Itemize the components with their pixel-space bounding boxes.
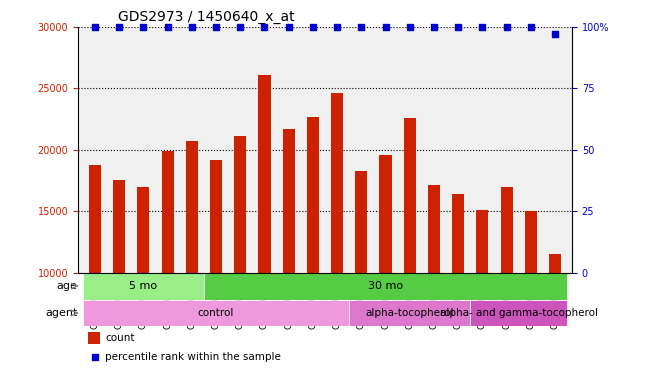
Bar <box>283 129 294 273</box>
FancyBboxPatch shape <box>204 273 567 300</box>
Text: 5 mo: 5 mo <box>129 281 157 291</box>
Point <box>356 24 367 30</box>
Bar <box>452 194 464 273</box>
Text: count: count <box>105 333 135 343</box>
FancyBboxPatch shape <box>83 273 204 300</box>
FancyBboxPatch shape <box>349 300 471 326</box>
Point <box>501 24 512 30</box>
Bar <box>162 151 174 273</box>
Bar <box>404 118 416 273</box>
Bar <box>89 164 101 273</box>
Bar <box>525 211 537 273</box>
Text: 30 mo: 30 mo <box>368 281 403 291</box>
Text: GDS2973 / 1450640_x_at: GDS2973 / 1450640_x_at <box>118 10 294 25</box>
Point <box>90 24 100 30</box>
Text: alpha- and gamma-tocopherol: alpha- and gamma-tocopherol <box>440 308 598 318</box>
Point <box>380 24 391 30</box>
Bar <box>259 75 270 273</box>
Point <box>90 354 101 360</box>
Text: agent: agent <box>45 308 77 318</box>
Point <box>138 24 149 30</box>
Bar <box>476 210 488 273</box>
Bar <box>234 136 246 273</box>
Bar <box>137 187 150 273</box>
Point <box>429 24 439 30</box>
Point <box>211 24 221 30</box>
Bar <box>113 180 125 273</box>
Bar <box>88 332 100 344</box>
Point <box>235 24 246 30</box>
Text: percentile rank within the sample: percentile rank within the sample <box>105 352 281 362</box>
Bar <box>500 187 513 273</box>
Bar <box>331 93 343 273</box>
Point <box>453 24 463 30</box>
Bar <box>549 254 561 273</box>
Text: alpha-tocopherol: alpha-tocopherol <box>365 308 454 318</box>
Point <box>259 24 270 30</box>
Point <box>162 24 173 30</box>
Bar <box>210 160 222 273</box>
Point <box>404 24 415 30</box>
Point <box>550 31 560 37</box>
FancyBboxPatch shape <box>471 300 567 326</box>
Point <box>526 24 536 30</box>
Point <box>477 24 488 30</box>
FancyBboxPatch shape <box>83 300 349 326</box>
Point <box>114 24 124 30</box>
Bar <box>186 141 198 273</box>
Point <box>332 24 343 30</box>
Point <box>187 24 197 30</box>
Bar <box>428 185 440 273</box>
Text: age: age <box>57 281 77 291</box>
Bar <box>380 155 391 273</box>
Bar <box>356 170 367 273</box>
Bar <box>307 117 319 273</box>
Text: control: control <box>198 308 234 318</box>
Point <box>307 24 318 30</box>
Point <box>283 24 294 30</box>
